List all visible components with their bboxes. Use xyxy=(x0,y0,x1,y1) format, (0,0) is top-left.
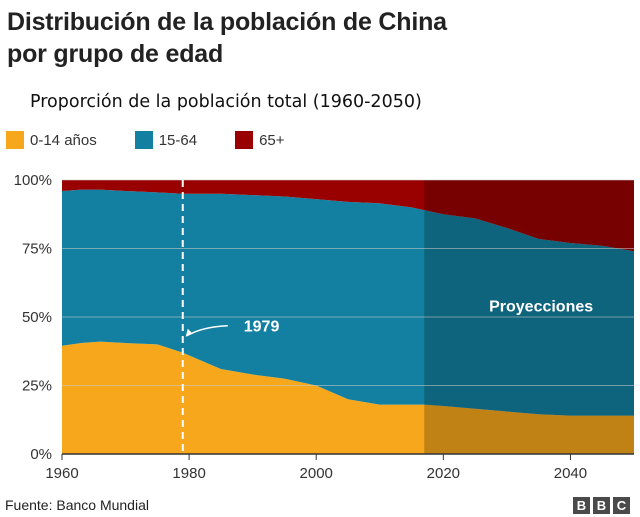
y-tick-label: 50% xyxy=(22,309,52,326)
legend-item-0-14: 0-14 años xyxy=(6,131,97,149)
projection-label: Proyecciones xyxy=(489,299,593,316)
legend-item-65-plus: 65+ xyxy=(235,131,285,149)
legend-label-65-plus: 65+ xyxy=(259,131,285,149)
legend-swatch-0-14 xyxy=(6,131,24,149)
bbc-logo-letter-2: B xyxy=(593,497,610,514)
x-tick-label: 1960 xyxy=(45,465,78,482)
annotation-label-1979: 1979 xyxy=(244,319,280,336)
area-series-65-plus xyxy=(62,180,634,252)
bbc-logo: B B C xyxy=(570,497,630,514)
chart-title: Distribución de la población de China po… xyxy=(7,6,447,70)
area-series-0-14-a-os xyxy=(62,341,634,454)
area-chart: 0% 25% 50% 75% 100% 1960 1980 2000 2020 2040 1979 P… xyxy=(14,172,634,482)
y-tick-label: 25% xyxy=(22,378,52,395)
chart-title-line-1: Distribución de la población de China xyxy=(7,8,447,36)
legend-label-15-64: 15-64 xyxy=(158,131,198,149)
annotation-arrowhead-1979 xyxy=(185,328,193,337)
x-tick-label: 2040 xyxy=(554,465,587,482)
bbc-logo-letter-1: B xyxy=(573,497,590,514)
y-tick-label: 0% xyxy=(30,446,52,463)
y-tick-label: 75% xyxy=(22,241,52,258)
legend-swatch-65-plus xyxy=(235,131,254,149)
legend-item-15-64: 15-64 xyxy=(134,131,198,149)
area-series-15-64 xyxy=(62,189,634,416)
legend-swatch-15-64 xyxy=(134,131,153,149)
bbc-logo-letter-3: C xyxy=(613,497,630,514)
y-tick-label: 100% xyxy=(14,172,52,189)
x-tick-label: 2020 xyxy=(427,465,460,482)
source-note: Fuente: Banco Mundial xyxy=(5,497,149,513)
chart-title-line-2: por grupo de edad xyxy=(7,40,224,68)
legend: 0-14 años 15-64 65+ xyxy=(6,131,323,149)
legend-label-0-14: 0-14 años xyxy=(30,131,97,149)
x-tick-label: 1980 xyxy=(172,465,205,482)
chart-subtitle: Proporción de la población total (1960-2… xyxy=(30,92,422,112)
x-tick-label: 2000 xyxy=(300,465,333,482)
